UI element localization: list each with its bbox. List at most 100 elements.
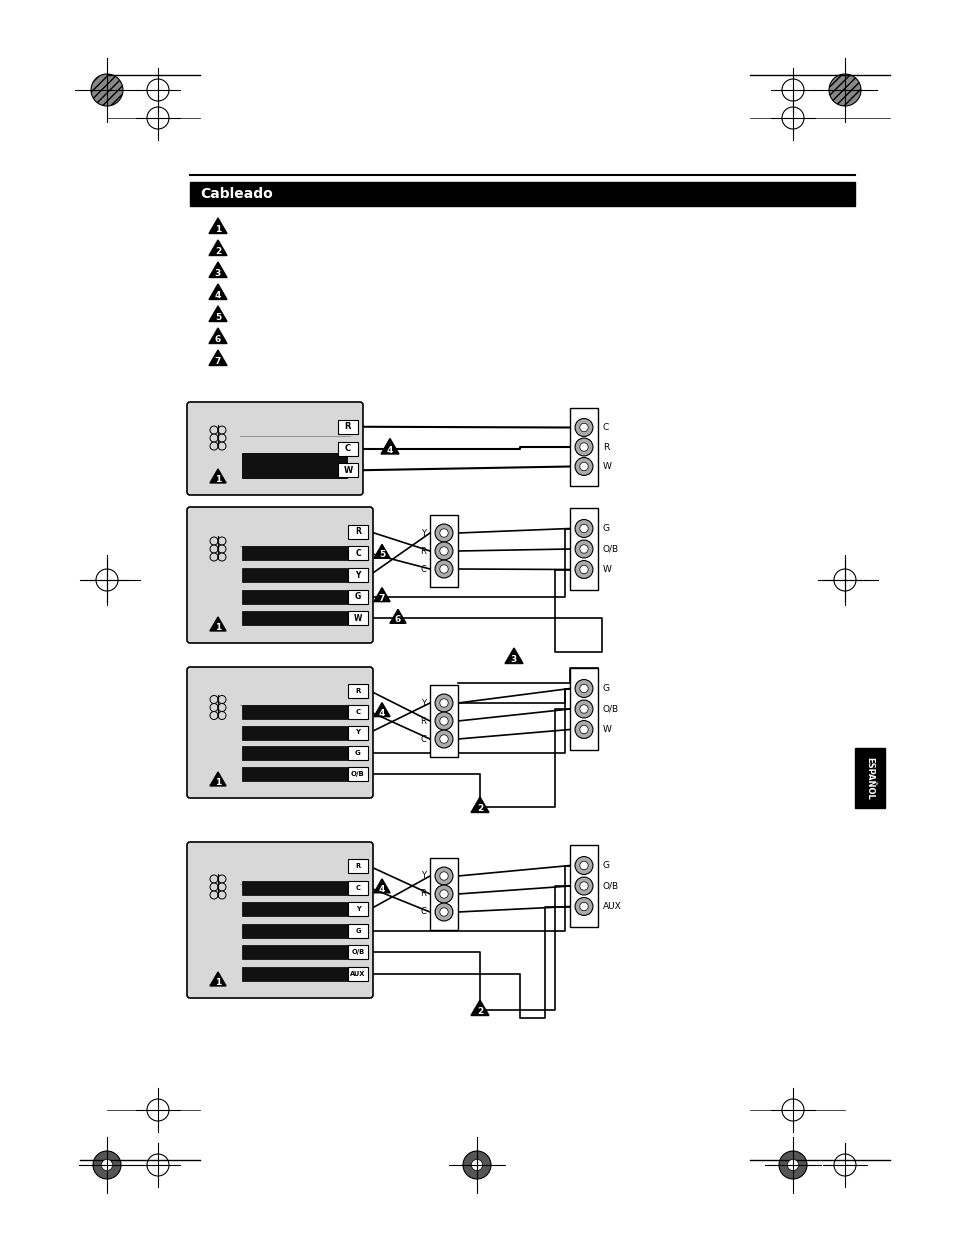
Circle shape	[435, 885, 453, 903]
Circle shape	[779, 1151, 806, 1179]
Text: Y: Y	[355, 906, 360, 913]
Text: C: C	[345, 445, 351, 453]
Text: 6: 6	[214, 335, 221, 345]
Text: W: W	[343, 466, 353, 474]
Text: 2: 2	[214, 247, 221, 257]
Circle shape	[462, 1151, 491, 1179]
Text: 4: 4	[214, 291, 221, 300]
Text: C: C	[355, 709, 360, 715]
Circle shape	[218, 711, 226, 720]
Bar	[569, 408, 598, 487]
Circle shape	[210, 545, 218, 553]
Circle shape	[575, 679, 593, 698]
Text: G: G	[602, 684, 609, 693]
Polygon shape	[374, 879, 390, 893]
FancyBboxPatch shape	[187, 508, 373, 643]
Text: 1: 1	[214, 475, 221, 484]
Polygon shape	[390, 609, 406, 624]
Polygon shape	[374, 545, 390, 558]
Text: R: R	[355, 863, 360, 869]
Circle shape	[91, 74, 123, 106]
Circle shape	[575, 561, 593, 578]
Circle shape	[579, 882, 588, 890]
Circle shape	[218, 883, 226, 890]
Text: G: G	[355, 927, 360, 934]
Bar	[337, 420, 357, 433]
Bar	[348, 746, 368, 761]
Text: R: R	[355, 527, 360, 536]
Text: 3: 3	[214, 269, 221, 278]
Polygon shape	[209, 262, 227, 278]
Bar	[569, 668, 598, 750]
Text: 1: 1	[214, 624, 221, 632]
Circle shape	[439, 547, 448, 556]
Circle shape	[579, 443, 588, 451]
Circle shape	[92, 1151, 121, 1179]
Circle shape	[435, 867, 453, 885]
Bar	[430, 858, 457, 930]
Bar	[348, 546, 368, 561]
Text: 1: 1	[214, 778, 221, 787]
Bar	[242, 568, 356, 582]
Circle shape	[579, 424, 588, 432]
Circle shape	[575, 898, 593, 915]
Circle shape	[218, 545, 226, 553]
Polygon shape	[209, 306, 227, 321]
Text: C: C	[602, 424, 609, 432]
Text: W: W	[602, 725, 611, 734]
Bar	[348, 924, 368, 937]
Circle shape	[579, 903, 588, 910]
Text: 4: 4	[378, 709, 385, 718]
Text: O/B: O/B	[351, 950, 364, 955]
Circle shape	[218, 704, 226, 711]
Circle shape	[579, 566, 588, 574]
Bar	[569, 508, 598, 590]
Circle shape	[101, 1160, 112, 1171]
Bar	[348, 860, 368, 873]
Bar	[337, 463, 357, 477]
Circle shape	[828, 74, 861, 106]
Circle shape	[471, 1160, 482, 1171]
Circle shape	[439, 908, 448, 916]
Circle shape	[210, 890, 218, 899]
Bar	[348, 903, 368, 916]
Bar	[348, 725, 368, 740]
Bar	[242, 767, 356, 782]
Circle shape	[575, 457, 593, 475]
Text: G: G	[355, 592, 361, 601]
Bar	[430, 515, 457, 587]
Circle shape	[218, 442, 226, 450]
Polygon shape	[209, 240, 227, 256]
Text: 5: 5	[214, 314, 221, 322]
Text: R: R	[419, 716, 426, 725]
Polygon shape	[210, 469, 226, 483]
Circle shape	[210, 433, 218, 442]
Polygon shape	[209, 329, 227, 343]
Text: 4: 4	[386, 446, 393, 454]
Circle shape	[435, 542, 453, 559]
Circle shape	[786, 1160, 798, 1171]
Text: 4: 4	[378, 885, 385, 894]
Circle shape	[575, 857, 593, 874]
Circle shape	[575, 700, 593, 718]
Circle shape	[435, 694, 453, 711]
Text: 1: 1	[214, 978, 221, 987]
Circle shape	[579, 525, 588, 532]
Text: 2: 2	[476, 804, 482, 814]
Polygon shape	[209, 284, 227, 300]
Text: O/B: O/B	[602, 882, 618, 890]
Text: Y: Y	[355, 571, 360, 579]
Bar	[242, 924, 356, 937]
Text: R: R	[419, 889, 426, 899]
Text: G: G	[602, 524, 609, 534]
Bar	[348, 611, 368, 625]
Text: 7: 7	[378, 594, 385, 603]
Bar	[337, 441, 357, 456]
Text: C: C	[419, 908, 426, 916]
Bar	[242, 945, 356, 960]
Bar	[242, 453, 347, 478]
Text: Cableado: Cableado	[200, 186, 273, 201]
Polygon shape	[504, 648, 522, 663]
Bar	[854, 748, 884, 808]
Bar	[348, 881, 368, 895]
